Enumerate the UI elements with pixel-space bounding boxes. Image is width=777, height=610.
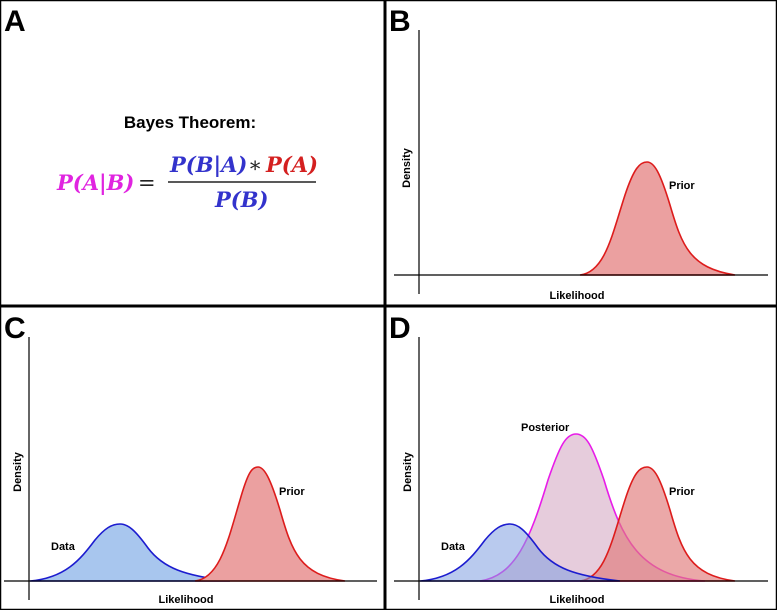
panel-a: Bayes Theorem: P(A|B) = P(B|A) ∗ P(A) P(… [56,113,318,212]
y-axis-label-d: Density [402,451,414,492]
prior-label-c: Prior [279,486,305,498]
prior-label-b: Prior [669,180,695,192]
equation-title: Bayes Theorem: [124,113,256,132]
x-axis-label-d: Likelihood [550,594,605,606]
data-curve-c [29,523,231,582]
prior-curve-d [579,466,736,582]
data-label-c: Data [51,541,76,553]
y-axis-label-b: Density [401,147,413,188]
x-axis-label-c: Likelihood [159,594,214,606]
posterior-label-d: Posterior [521,422,570,434]
panel-b-letter: B [389,5,411,38]
data-label-d: Data [441,541,466,553]
equation-numerator-right: P(A) [265,152,318,177]
y-axis-label-c: Density [12,451,24,492]
prior-curve-c [194,466,346,582]
panel-d-letter: D [389,312,411,345]
data-curve-d [419,523,621,582]
equation-equals: = [138,171,156,195]
panel-b: Density Likelihood Prior [394,30,768,302]
equation-lhs: P(A|B) [56,170,134,195]
panel-c: Density Likelihood Prior Data [4,337,377,606]
panel-d: Density Likelihood Posterior Prior Data [394,337,768,606]
prior-label-d: Prior [669,486,695,498]
panel-a-letter: A [4,5,26,38]
prior-curve-b [579,161,736,276]
equation-times: ∗ [248,153,262,177]
equation-numerator-left: P(B|A) [169,152,247,177]
x-axis-label-b: Likelihood [550,290,605,302]
equation-denominator: P(B) [214,187,268,212]
panel-c-letter: C [4,312,26,345]
